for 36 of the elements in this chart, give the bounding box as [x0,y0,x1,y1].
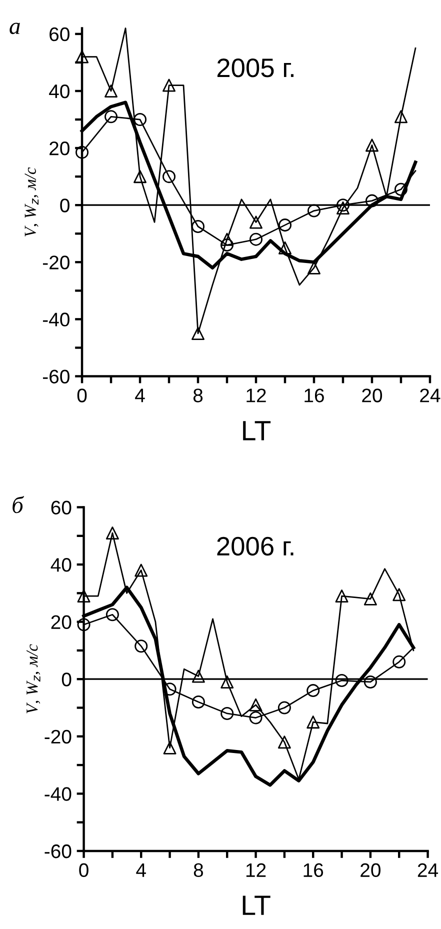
x-tick-label: 12 [246,388,266,402]
text: 2006 г. [217,536,294,556]
x-tick-label: 20 [360,863,380,878]
y-tick-label: 0 [60,198,70,212]
x-tick-label: 8 [193,388,203,402]
y-tick-label: 0 [62,672,72,686]
y-tick-label: -60 [44,844,72,858]
y-tick-label: -40 [44,787,72,801]
text: 2005 г. [217,58,294,78]
y-tick-label: 40 [49,84,70,98]
y-tick-label: 60 [51,500,72,514]
y-tick-label: 20 [50,142,70,156]
x-tick-label: 24 [418,863,438,877]
text: а [10,22,20,34]
x-tick-label: 0 [77,388,87,402]
x-axis-title: LT [242,896,270,915]
text: б [12,496,24,514]
y-axis-title: V, W$_{z}$, м/с [26,644,40,714]
x-tick-label: 16 [304,388,324,402]
x-tick-label: 4 [136,863,146,877]
x-tick-label: 4 [135,388,145,402]
y-axis-title: V, W$_{z}$, м/с [24,167,39,236]
y-tick-label: -60 [42,370,70,384]
x-tick-label: 12 [246,863,266,877]
y-tick-label: -20 [42,256,70,270]
y-tick-label: -20 [44,730,72,744]
y-tick-label: -40 [42,312,70,326]
x-axis-title: LT [243,421,271,440]
x-tick-label: 16 [304,863,324,878]
y-tick-label: 40 [50,558,72,572]
x-tick-label: 0 [79,863,88,878]
x-tick-label: 20 [362,388,382,402]
x-tick-label: 8 [194,863,204,878]
x-tick-label: 24 [420,388,440,402]
y-tick-label: 20 [51,615,72,630]
y-tick-label: 60 [50,27,70,42]
